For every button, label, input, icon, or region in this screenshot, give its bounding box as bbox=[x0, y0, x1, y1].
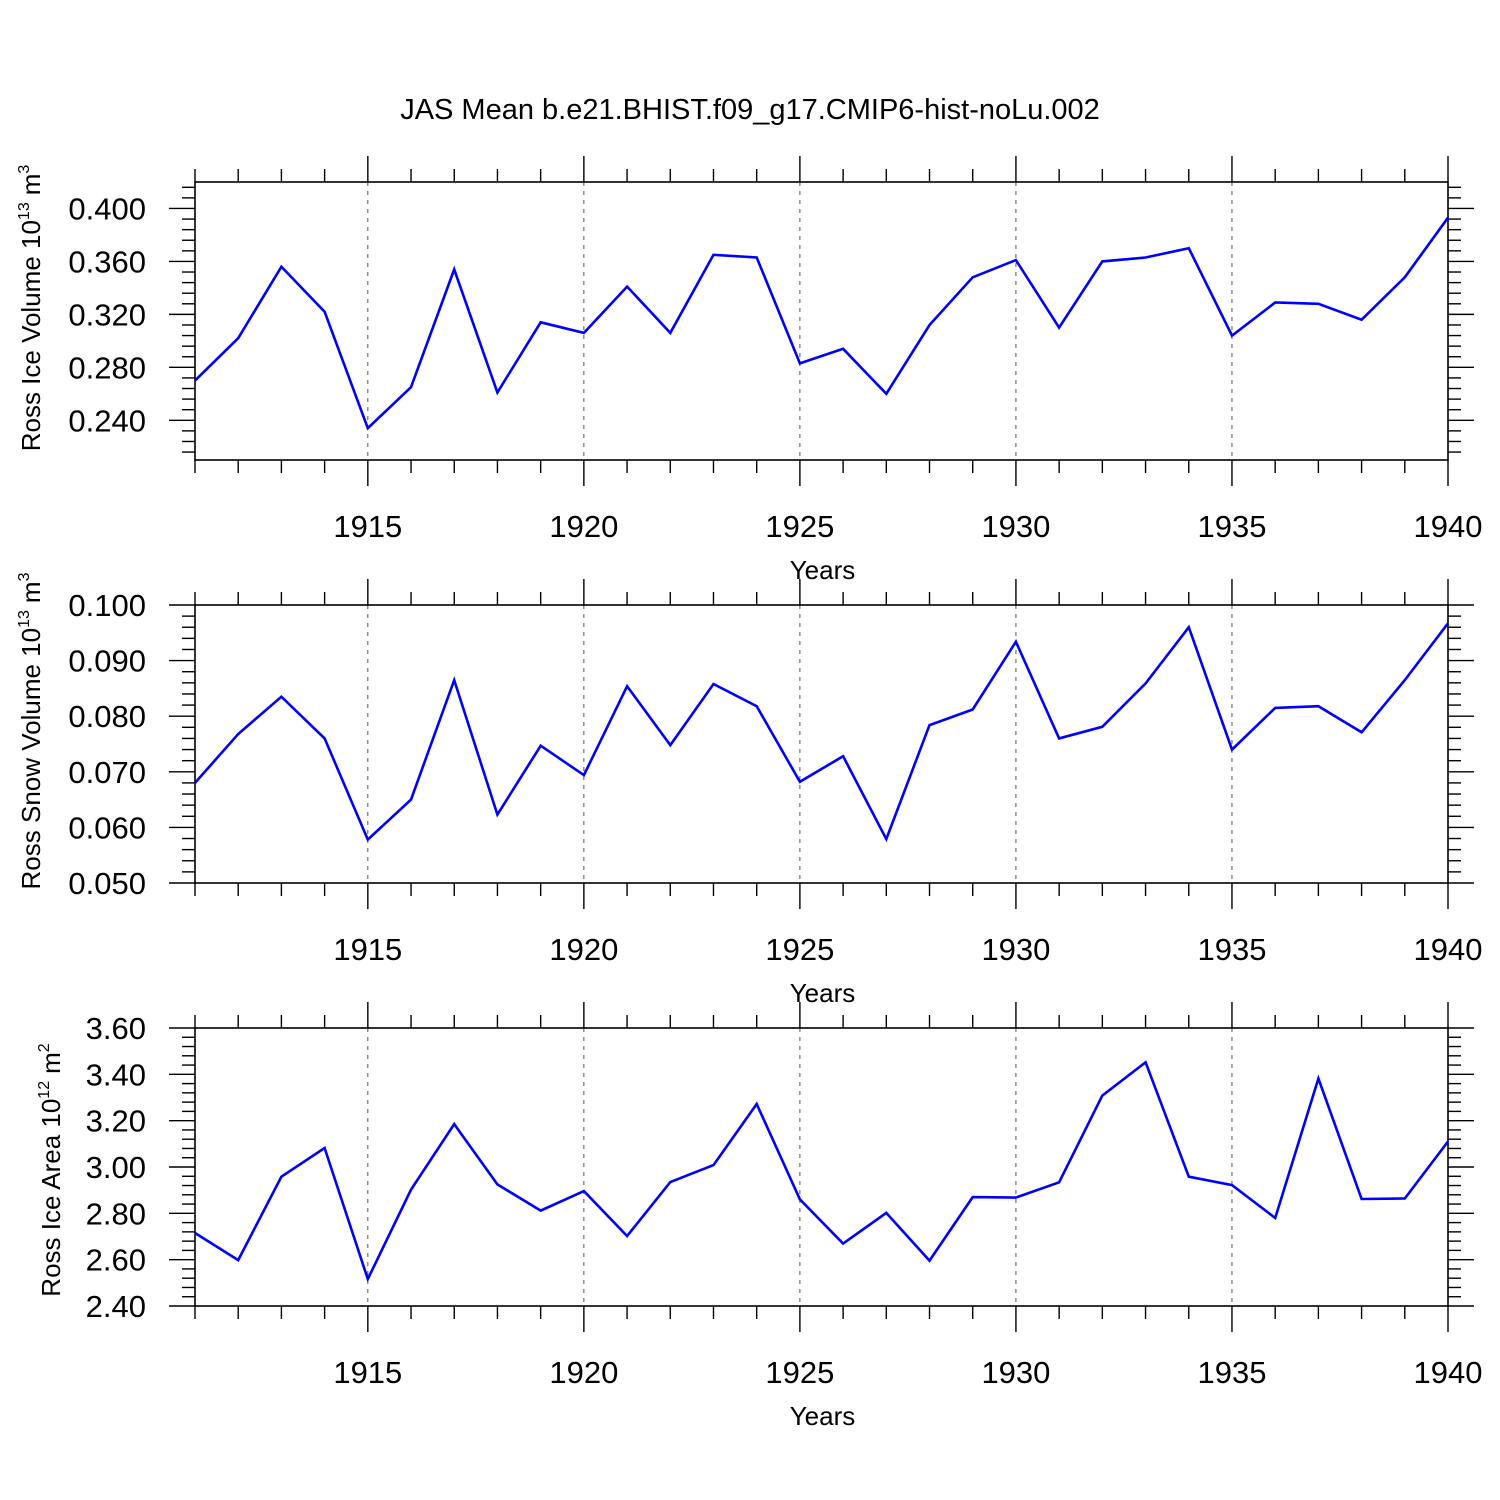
x-tick-label: 1940 bbox=[1414, 932, 1483, 967]
x-tick-label: 1935 bbox=[1197, 1355, 1266, 1390]
x-tick-label: 1940 bbox=[1414, 1355, 1483, 1390]
y-tick-label: 0.080 bbox=[68, 699, 146, 734]
y-tick-label: 0.240 bbox=[68, 403, 146, 438]
y-tick-label: 2.80 bbox=[86, 1196, 146, 1231]
x-tick-label: 1915 bbox=[333, 509, 402, 544]
panel-1: 0.240 0.280 0.320 0.360 0.400 1915 1920 1925 193… bbox=[16, 156, 1482, 585]
y-axis-label: Ross Snow Volume 1013 m3 bbox=[16, 572, 46, 889]
y-tick-label: 0.280 bbox=[68, 350, 146, 385]
y-tick-label: 0.060 bbox=[68, 810, 146, 845]
y-axis-label-text: Ross Ice Area 10 bbox=[36, 1099, 66, 1297]
y-axis-label-unit: m bbox=[16, 581, 46, 603]
y-axis-label-exponent: 13 bbox=[16, 202, 33, 220]
y-tick-label: 2.40 bbox=[86, 1289, 146, 1324]
series-line bbox=[194, 1060, 1450, 1283]
x-tick-label: 1930 bbox=[981, 932, 1050, 967]
y-tick-label: 0.070 bbox=[68, 755, 146, 790]
x-tick-label: 1920 bbox=[549, 1355, 618, 1390]
y-tick-label: 3.00 bbox=[86, 1150, 146, 1185]
y-tick-label: 0.360 bbox=[68, 244, 146, 279]
plot-frame bbox=[194, 604, 1449, 884]
y-tick-label: 2.60 bbox=[86, 1243, 146, 1278]
y-axis-label-unit-exponent: 2 bbox=[36, 1043, 53, 1052]
y-axis-label-unit: m bbox=[36, 1052, 66, 1074]
y-tick-label: 0.050 bbox=[68, 866, 146, 901]
y-axis-label-unit: m bbox=[16, 174, 46, 196]
y-tick-label: 3.60 bbox=[86, 1011, 146, 1046]
panel-2: 0.050 0.060 0.070 0.080 0.090 0.100 1915 1920 19… bbox=[16, 572, 1482, 1008]
y-axis-label: Ross Ice Area 1012 m2 bbox=[36, 1043, 66, 1296]
x-axis-label: Years bbox=[790, 978, 856, 1008]
x-tick-label: 1920 bbox=[549, 932, 618, 967]
x-tick-label: 1925 bbox=[765, 932, 834, 967]
x-tick-label: 1915 bbox=[333, 932, 402, 967]
x-tick-label: 1930 bbox=[981, 1355, 1050, 1390]
x-tick-label: 1915 bbox=[333, 1355, 402, 1390]
series-line bbox=[194, 622, 1450, 843]
plot-frame bbox=[194, 181, 1449, 461]
x-axis-label: Years bbox=[790, 555, 856, 585]
y-tick-label: 0.100 bbox=[68, 588, 146, 623]
y-axis-label-unit-exponent: 3 bbox=[16, 572, 33, 581]
y-axis-label-exponent: 12 bbox=[36, 1081, 53, 1099]
x-tick-label: 1935 bbox=[1197, 509, 1266, 544]
panels: 0.240 0.280 0.320 0.360 0.400 1915 1920 1925 193… bbox=[16, 156, 1482, 1431]
chart-title: JAS Mean b.e21.BHIST.f09_g17.CMIP6-hist-… bbox=[400, 94, 1100, 126]
y-tick-label: 3.40 bbox=[86, 1057, 146, 1092]
y-tick-label: 0.090 bbox=[68, 644, 146, 679]
y-tick-label: 3.20 bbox=[86, 1104, 146, 1139]
y-axis-label-text: Ross Ice Volume 10 bbox=[16, 220, 46, 451]
y-tick-label: 0.400 bbox=[68, 191, 146, 226]
x-tick-label: 1920 bbox=[549, 509, 618, 544]
y-axis-label-unit-exponent: 3 bbox=[16, 165, 33, 174]
series-line bbox=[194, 216, 1450, 431]
y-axis-label-text: Ross Snow Volume 10 bbox=[16, 628, 46, 890]
x-tick-label: 1925 bbox=[765, 509, 834, 544]
x-tick-label: 1925 bbox=[765, 1355, 834, 1390]
plot-frame bbox=[194, 1027, 1449, 1307]
panel-3: 2.40 2.60 2.80 3.00 3.20 3.40 3.60 1915 1920 1925… bbox=[36, 1002, 1482, 1431]
x-axis-label: Years bbox=[790, 1401, 856, 1431]
x-tick-label: 1940 bbox=[1414, 509, 1483, 544]
y-tick-label: 0.320 bbox=[68, 297, 146, 332]
x-tick-label: 1930 bbox=[981, 509, 1050, 544]
y-axis-label-exponent: 13 bbox=[16, 610, 33, 628]
y-axis-label: Ross Ice Volume 1013 m3 bbox=[16, 165, 46, 452]
x-tick-label: 1935 bbox=[1197, 932, 1266, 967]
